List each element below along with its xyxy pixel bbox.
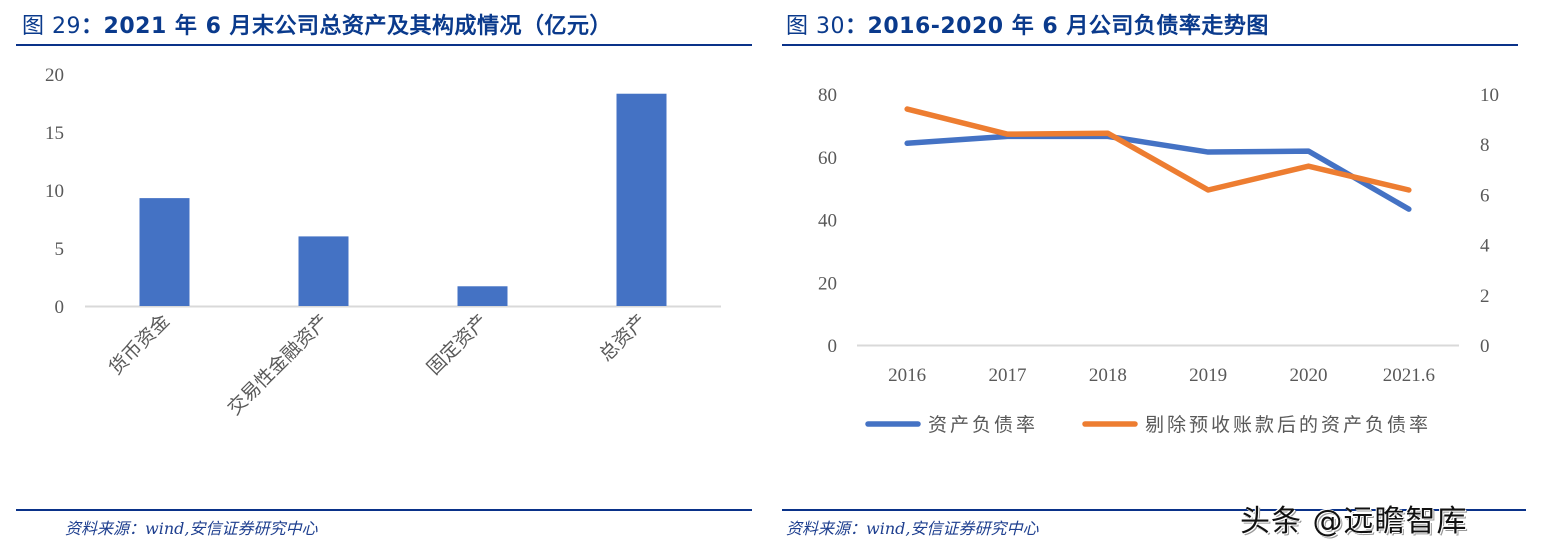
x-tick-label: 2016 <box>888 365 926 386</box>
figure-title-text: 2021 年 6 月末公司总资产及其构成情况（亿元） <box>103 14 613 39</box>
x-axis-labels: 货币资金 交易性金融资产 固定资产 总资产 <box>105 310 651 420</box>
figure-number: 图 29 <box>22 14 81 39</box>
y-tick-label: 20 <box>45 65 64 86</box>
source-note: 资料来源：wind,安信证券研究中心 <box>65 519 318 538</box>
x-tick-label: 2018 <box>1089 365 1127 386</box>
y2-tick-label: 6 <box>1480 185 1490 206</box>
y-axis-ticks: 0 5 10 15 20 <box>45 65 64 318</box>
x-tick-label: 2021.6 <box>1383 365 1435 386</box>
y-tick-label: 80 <box>818 85 837 106</box>
y2-tick-label: 10 <box>1480 85 1499 106</box>
x-axis-labels: 2016 2017 2018 2019 2020 2021.6 <box>888 365 1435 386</box>
x-category-label: 总资产 <box>595 310 651 366</box>
bar <box>616 93 667 306</box>
figure-29-title: 图 29：2021 年 6 月末公司总资产及其构成情况（亿元） <box>22 8 612 40</box>
y-tick-label: 0 <box>828 336 838 357</box>
y-tick-label: 40 <box>818 211 837 232</box>
title-rule <box>782 44 1518 46</box>
bar <box>298 236 349 306</box>
y-tick-label: 5 <box>55 239 65 260</box>
source-rule <box>782 509 1526 511</box>
series-adjusted-debt-ratio-line <box>904 106 1412 193</box>
x-category-label: 固定资产 <box>423 310 492 379</box>
figure-30-title: 图 30：2016-2020 年 6 月公司负债率走势图 <box>786 8 1269 40</box>
y2-tick-label: 8 <box>1480 135 1490 156</box>
series-debt-ratio-line <box>904 133 1412 212</box>
y2-tick-label: 0 <box>1480 336 1490 357</box>
x-category-label: 货币资金 <box>105 310 174 379</box>
source-rule <box>16 509 752 511</box>
y-tick-label: 15 <box>45 123 64 144</box>
x-tick-label: 2017 <box>989 365 1027 386</box>
line-series <box>904 106 1412 212</box>
title-separator: ： <box>81 14 104 39</box>
x-tick-label: 2019 <box>1189 365 1227 386</box>
figure-30-panel: 图 30：2016-2020 年 6 月公司负债率走势图 0 20 40 60 80 0… <box>780 0 1546 550</box>
bar <box>457 286 508 306</box>
legend-label: 剔除预收账款后的资产负债率 <box>1145 414 1431 436</box>
y2-tick-label: 2 <box>1480 286 1490 307</box>
y-tick-label: 0 <box>55 297 65 318</box>
y-tick-label: 20 <box>818 273 837 294</box>
legend: 资产负债率 剔除预收账款后的资产负债率 <box>865 414 1431 436</box>
y-axis-right-ticks: 0 2 4 6 8 10 <box>1480 85 1499 357</box>
y-axis-left-ticks: 0 20 40 60 80 <box>818 85 837 357</box>
y-tick-label: 60 <box>818 148 837 169</box>
title-rule <box>16 44 752 46</box>
bar <box>139 198 190 306</box>
y-tick-label: 10 <box>45 181 64 202</box>
legend-label: 资产负债率 <box>928 414 1038 436</box>
y2-tick-label: 4 <box>1480 236 1490 257</box>
bars <box>139 93 667 306</box>
x-tick-label: 2020 <box>1290 365 1328 386</box>
watermark: 头条 @远瞻智库 <box>1240 504 1468 539</box>
source-note: 资料来源：wind,安信证券研究中心 <box>786 519 1039 538</box>
x-category-label: 交易性金融资产 <box>223 310 333 420</box>
title-separator: ： <box>845 14 868 39</box>
figure-title-text: 2016-2020 年 6 月公司负债率走势图 <box>867 14 1269 39</box>
figure-number: 图 30 <box>786 14 845 39</box>
bar-chart: 0 5 10 15 20 货币资金 交易性金融资产 固定资产 总资产 <box>45 65 721 420</box>
figure-29-panel: 图 29：2021 年 6 月末公司总资产及其构成情况（亿元） 0 5 10 15 20… <box>0 0 760 550</box>
